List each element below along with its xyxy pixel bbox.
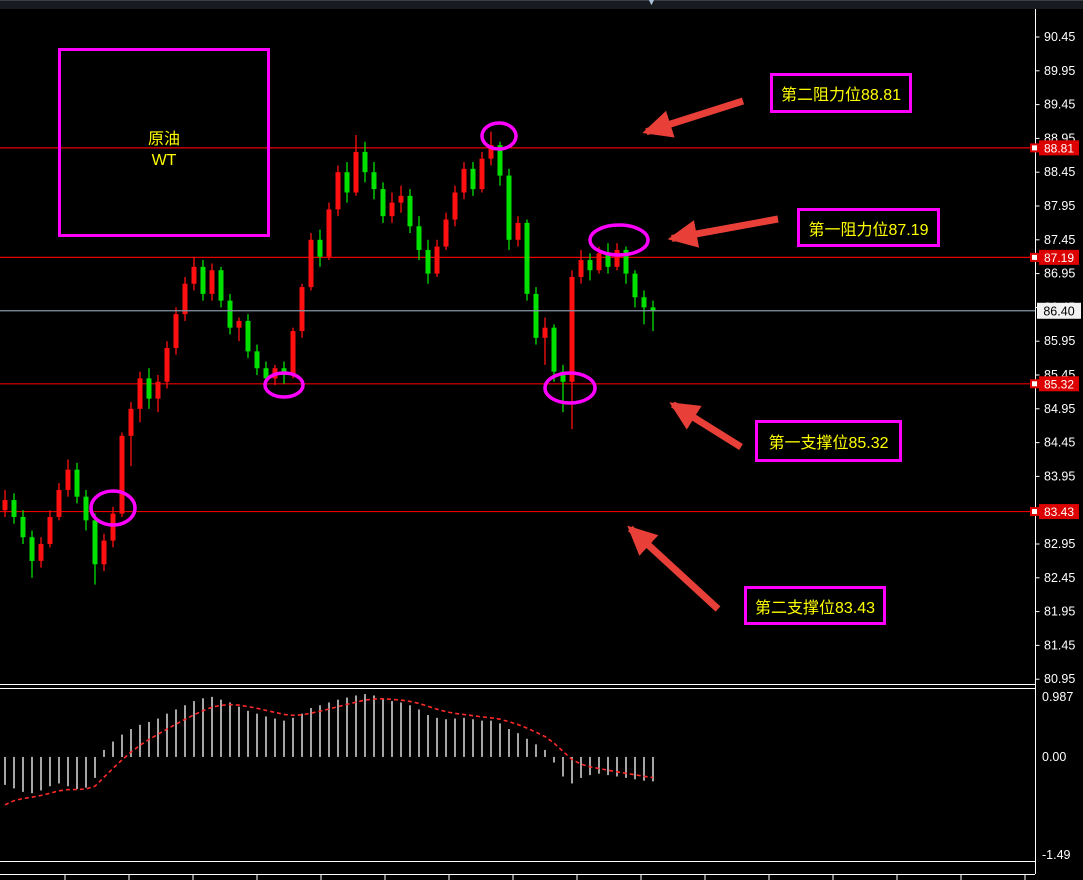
svg-text:90.45: 90.45	[1044, 30, 1075, 44]
svg-text:87.19: 87.19	[1044, 251, 1074, 265]
svg-text:0.00: 0.00	[1042, 750, 1066, 764]
svg-text:81.45: 81.45	[1044, 638, 1075, 652]
svg-text:83.43: 83.43	[1044, 505, 1074, 519]
level-lines	[0, 147, 1035, 513]
symbol-code: WT	[151, 151, 177, 169]
symbol-name: 原油	[147, 130, 180, 148]
svg-text:89.45: 89.45	[1044, 98, 1075, 112]
highlight-ellipse	[480, 121, 518, 151]
macd-signal-line	[4, 697, 654, 806]
svg-text:88.45: 88.45	[1044, 165, 1075, 179]
svg-text:81.95: 81.95	[1044, 605, 1075, 619]
annotation-arrow	[667, 215, 779, 248]
resistance2-label-text: 第二阻力位88.81	[780, 87, 902, 104]
highlight-ellipse	[89, 489, 137, 527]
level-handle	[1030, 143, 1039, 153]
level-handle	[1030, 507, 1039, 517]
svg-text:80.95: 80.95	[1044, 672, 1075, 686]
symbol-annotation-box: 原油 WT	[58, 48, 270, 237]
svg-text:86.95: 86.95	[1044, 267, 1075, 281]
svg-text:-1.49: -1.49	[1042, 848, 1071, 862]
support1-label-text: 第一支撑位85.32	[768, 435, 889, 452]
svg-text:89.95: 89.95	[1044, 64, 1075, 78]
svg-text:82.45: 82.45	[1044, 571, 1075, 585]
highlight-ellipse	[588, 223, 650, 257]
svg-text:87.95: 87.95	[1044, 199, 1075, 213]
svg-text:88.81: 88.81	[1044, 141, 1074, 155]
resistance2-label: 第二阻力位88.81	[770, 73, 912, 113]
price-axis[interactable]: 90.4589.9589.4588.9588.4587.9587.4586.95…	[1035, 9, 1076, 874]
macd-histogram	[4, 694, 654, 794]
support2-label-text: 第二支撑位83.43	[754, 599, 876, 617]
highlight-ellipse	[543, 371, 597, 405]
annotation-arrow	[627, 525, 721, 612]
level-price-tag	[1039, 376, 1079, 392]
svg-text:87.45: 87.45	[1044, 233, 1075, 247]
svg-text:82.95: 82.95	[1044, 537, 1075, 551]
resistance1-label: 第一阻力位87.19	[797, 208, 940, 247]
highlight-ellipse	[263, 371, 305, 399]
svg-text:84.45: 84.45	[1044, 436, 1075, 450]
svg-text:85.32: 85.32	[1044, 377, 1074, 391]
candles	[2, 131, 656, 585]
svg-text:84.95: 84.95	[1044, 402, 1075, 416]
svg-text:0.987: 0.987	[1042, 690, 1073, 704]
level-price-tag	[1039, 504, 1079, 520]
current-price-tag	[1037, 302, 1081, 319]
annotation-arrow	[669, 401, 743, 450]
scroll-indicator-icon[interactable]: ▼	[647, 0, 656, 7]
level-handle	[1030, 252, 1039, 262]
level-price-tag	[1039, 140, 1079, 156]
support1-label: 第一支撑位85.32	[755, 420, 902, 462]
annotation-arrow	[642, 97, 745, 138]
resistance1-label-text: 第一阻力位87.19	[808, 221, 929, 239]
level-price-tag	[1039, 249, 1079, 265]
top-scroll-strip[interactable]: ▼	[0, 0, 1083, 9]
svg-text:86.40: 86.40	[1043, 304, 1074, 318]
svg-text:83.95: 83.95	[1044, 469, 1075, 483]
svg-text:85.95: 85.95	[1044, 334, 1075, 348]
support2-label: 第二支撑位83.43	[744, 586, 886, 625]
level-handle	[1030, 379, 1039, 389]
